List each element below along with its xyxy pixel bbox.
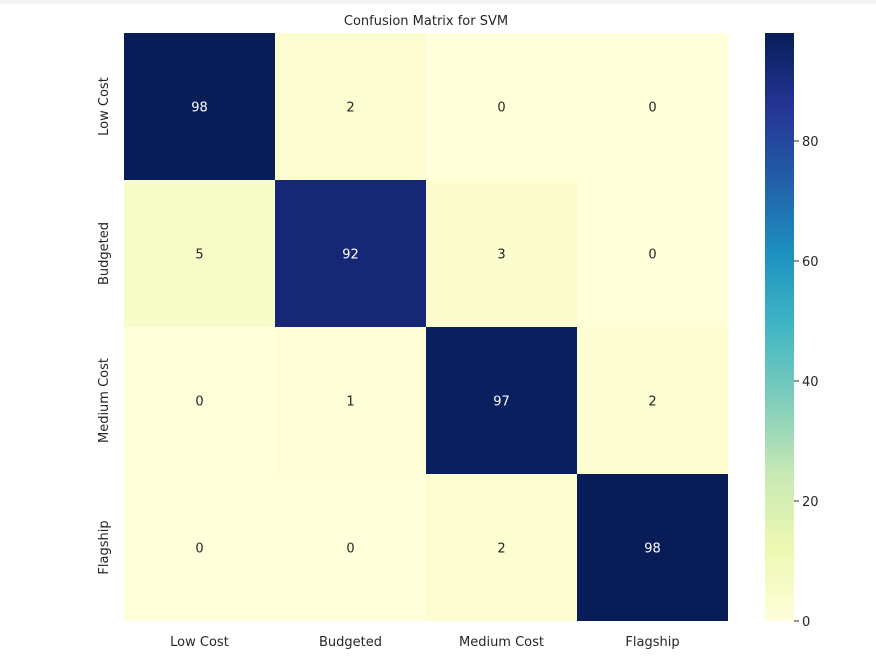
cell-annotation-r3-c1: 0 — [346, 542, 354, 557]
cell-annotation-r0-c3: 0 — [648, 101, 656, 116]
colorbar-tick-label: 20 — [802, 495, 819, 510]
cell-annotation-r0-c0: 98 — [191, 101, 208, 116]
cell-annotations: 98 2 0 0 5 92 3 0 0 1 97 2 0 0 2 98 — [191, 101, 661, 557]
heatmap-cell-r1-c2 — [426, 180, 577, 327]
x-tick-label: Budgeted — [319, 635, 382, 650]
cell-annotation-r2-c3: 2 — [648, 395, 656, 410]
heatmap-cell-r0-c0 — [124, 33, 275, 180]
x-tick-label: Medium Cost — [459, 635, 544, 650]
colorbar-tick-label: 60 — [802, 255, 819, 270]
heatmap-cell-r2-c0 — [124, 327, 275, 474]
heatmap-cell-r1-c0 — [124, 180, 275, 327]
cell-annotation-r0-c2: 0 — [497, 101, 505, 116]
cell-annotation-r2-c2: 97 — [493, 395, 510, 410]
heatmap-cell-r3-c1 — [275, 474, 426, 621]
cell-annotation-r3-c2: 2 — [497, 542, 505, 557]
heatmap-cell-r3-c3 — [577, 474, 728, 621]
cell-annotation-r1-c0: 5 — [195, 248, 203, 263]
cell-annotation-r2-c0: 0 — [195, 395, 203, 410]
heatmap-cell-r3-c2 — [426, 474, 577, 621]
heatmap-cell-r1-c1 — [275, 180, 426, 327]
cell-annotation-r3-c3: 98 — [644, 542, 661, 557]
heatmap-cell-r0-c2 — [426, 33, 577, 180]
heatmap-cell-r2-c2 — [426, 327, 577, 474]
heatmap-cell-r2-c1 — [275, 327, 426, 474]
y-tick-label: Budgeted — [97, 222, 112, 285]
cell-annotation-r1-c2: 3 — [497, 248, 505, 263]
y-tick-label: Low Cost — [97, 77, 112, 136]
y-tick-label: Medium Cost — [97, 358, 112, 443]
heatmap-cell-r1-c3 — [577, 180, 728, 327]
heatmap-cell-r3-c0 — [124, 474, 275, 621]
chart-title: Confusion Matrix for SVM — [344, 14, 508, 29]
top-strip — [0, 0, 876, 4]
y-tick-label: Flagship — [97, 520, 112, 574]
colorbar-tick-label: 40 — [802, 375, 819, 390]
heatmap-cell-r0-c3 — [577, 33, 728, 180]
heatmap-cell-r2-c3 — [577, 327, 728, 474]
cell-annotation-r2-c1: 1 — [346, 395, 354, 410]
cell-annotation-r3-c0: 0 — [195, 542, 203, 557]
x-tick-label: Flagship — [625, 635, 679, 650]
cell-annotation-r0-c1: 2 — [346, 101, 354, 116]
heatmap-cell-r0-c1 — [275, 33, 426, 180]
colorbar-tick-label: 0 — [802, 615, 810, 630]
colorbar-tick-label: 80 — [802, 135, 819, 150]
colorbar: 0 20 40 60 80 — [765, 33, 819, 630]
x-tick-label: Low Cost — [170, 635, 229, 650]
y-tick-labels: Low Cost Budgeted Medium Cost Flagship — [97, 77, 112, 574]
cell-annotation-r1-c1: 92 — [342, 248, 359, 263]
cell-annotation-r1-c3: 0 — [648, 248, 656, 263]
colorbar-gradient — [765, 33, 794, 621]
heatmap-cells — [124, 33, 728, 621]
x-tick-labels: Low Cost Budgeted Medium Cost Flagship — [170, 635, 679, 650]
